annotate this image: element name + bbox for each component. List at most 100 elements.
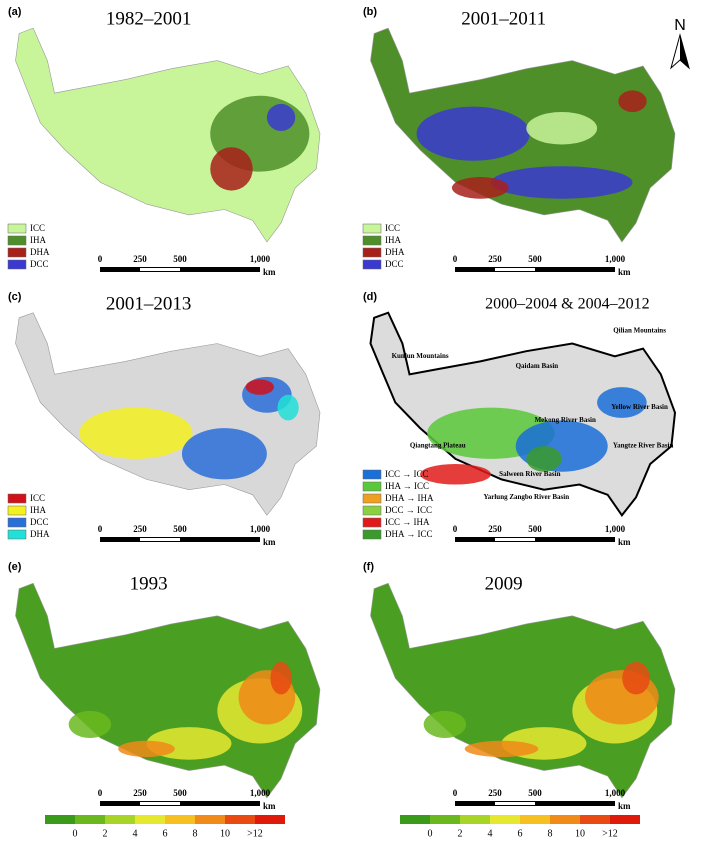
map-label: Mekong River Basin xyxy=(535,416,596,424)
map-region xyxy=(618,90,647,113)
colorbar-cell xyxy=(105,815,135,824)
panel-title: 2000–2004 & 2004–2012 xyxy=(485,296,649,313)
legend-swatch xyxy=(7,235,27,246)
scale-label: 250 xyxy=(488,788,502,798)
legend-swatch xyxy=(362,505,382,516)
map-region xyxy=(423,710,467,739)
panel-label: (a) xyxy=(8,6,22,18)
colorbar-cell xyxy=(490,815,520,824)
scale-label: 0 xyxy=(453,788,458,798)
map-region xyxy=(597,387,647,418)
map-region xyxy=(526,112,598,145)
colorbar-cell xyxy=(255,815,285,824)
scale-unit: km xyxy=(263,267,276,277)
legend-swatch xyxy=(362,247,382,258)
legend-swatch xyxy=(362,517,382,528)
legend-label: ICC → ICC xyxy=(385,469,429,479)
map-label: Yangtze River Basin xyxy=(613,442,674,450)
colorbar-cell xyxy=(580,815,610,824)
colorbar-label: 8 xyxy=(193,828,198,839)
map-region xyxy=(245,379,274,395)
scale-label: 250 xyxy=(133,788,147,798)
scale-label: 500 xyxy=(173,788,187,798)
map-region xyxy=(266,103,296,132)
legend-swatch xyxy=(7,223,27,234)
map-region xyxy=(622,661,650,695)
map-outline xyxy=(370,582,676,799)
scale-unit: km xyxy=(618,537,631,547)
colorbar-label: 10 xyxy=(575,828,585,839)
scale-label: 250 xyxy=(488,254,502,264)
scale-label: 1,000 xyxy=(250,788,271,798)
colorbar-cell xyxy=(430,815,460,824)
map-region xyxy=(490,166,633,199)
scale-bar-segment xyxy=(140,802,180,805)
colorbar-label: 0 xyxy=(428,828,433,839)
colorbar-label: >12 xyxy=(602,828,618,839)
scale-bar-segment xyxy=(495,268,535,271)
panel-label: (f) xyxy=(363,561,374,573)
scale-unit: km xyxy=(618,801,631,811)
colorbar-label: 6 xyxy=(163,828,168,839)
panel-title: 2009 xyxy=(485,573,523,594)
legend-label: IHA → ICC xyxy=(385,481,429,491)
legend-swatch xyxy=(362,481,382,492)
scale-unit: km xyxy=(263,801,276,811)
scale-unit: km xyxy=(618,267,631,277)
map-region xyxy=(210,147,253,191)
scale-label: 1,000 xyxy=(250,524,271,534)
map-label: Kunlun Mountains xyxy=(392,352,449,360)
scale-label: 0 xyxy=(98,254,103,264)
scale-label: 500 xyxy=(173,524,187,534)
panel-title: 1982–2001 xyxy=(106,8,192,29)
map-outline xyxy=(15,27,321,243)
colorbar-label: 2 xyxy=(458,828,463,839)
map-region xyxy=(277,394,299,421)
map-region xyxy=(526,446,562,472)
colorbar-label: 0 xyxy=(73,828,78,839)
legend-label: DHA → IHA xyxy=(385,493,434,503)
colorbar-cell xyxy=(135,815,165,824)
scale-label: 1,000 xyxy=(605,254,626,264)
scale-bar-segment xyxy=(140,268,180,271)
scale-label: 1,000 xyxy=(605,788,626,798)
scale-label: 500 xyxy=(528,524,542,534)
legend-label: DHA xyxy=(30,529,50,539)
north-arrow-half xyxy=(680,35,689,68)
legend-label: DCC → ICC xyxy=(385,505,432,515)
scale-label: 500 xyxy=(528,788,542,798)
map-region xyxy=(181,428,267,480)
scale-label: 500 xyxy=(528,254,542,264)
map-region xyxy=(68,710,112,739)
colorbar-cell xyxy=(225,815,255,824)
map-label: Qiangtang Plateau xyxy=(410,442,466,450)
map-outline xyxy=(15,582,321,799)
colorbar-label: 10 xyxy=(220,828,230,839)
map-region xyxy=(420,464,491,485)
legend-label: ICC xyxy=(385,223,400,233)
scale-label: 500 xyxy=(173,254,187,264)
map-region xyxy=(118,740,175,758)
map-label: Yellow River Basin xyxy=(611,403,668,411)
colorbar-label: 8 xyxy=(548,828,553,839)
legend-swatch xyxy=(7,493,27,504)
scale-label: 0 xyxy=(98,788,103,798)
scale-label: 1,000 xyxy=(605,524,626,534)
legend-label: ICC xyxy=(30,223,45,233)
legend-swatch xyxy=(362,223,382,234)
scale-label: 1,000 xyxy=(250,254,271,264)
legend-label: DHA xyxy=(385,247,405,257)
north-label: N xyxy=(674,17,686,34)
panel-title: 2001–2013 xyxy=(106,293,192,314)
colorbar-cell xyxy=(520,815,550,824)
legend-swatch xyxy=(7,505,27,516)
panel-label: (d) xyxy=(363,291,377,303)
colorbar-cell xyxy=(610,815,640,824)
legend-label: IHA xyxy=(385,235,401,245)
panel-title: 2001–2011 xyxy=(461,8,546,29)
legend-label: ICC xyxy=(30,493,45,503)
scale-bar-segment xyxy=(495,538,535,541)
colorbar-label: 2 xyxy=(103,828,108,839)
legend-label: IHA xyxy=(30,505,46,515)
panel-title: 1993 xyxy=(130,573,168,594)
